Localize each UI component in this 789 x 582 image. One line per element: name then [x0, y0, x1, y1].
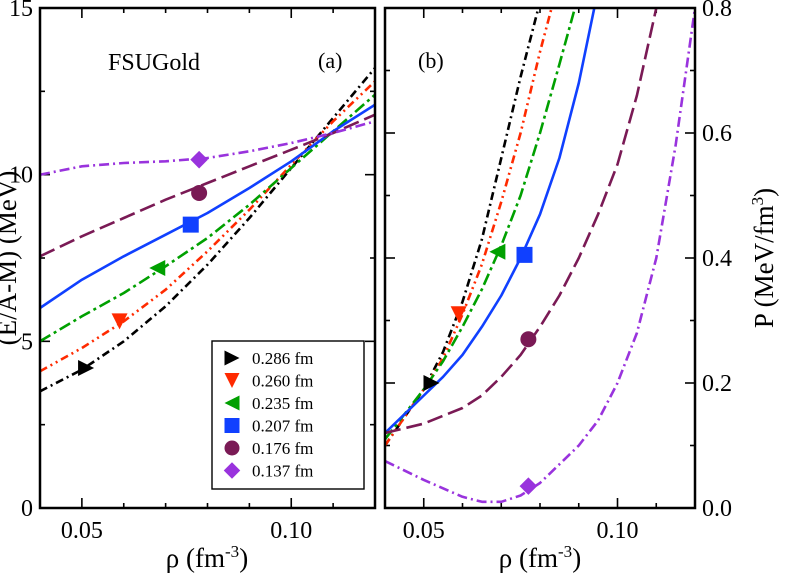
panel-a-y-tick-label: 5 — [21, 329, 33, 355]
panel-a-markers — [78, 150, 208, 376]
panel-a-y-tick-label: 10 — [9, 163, 33, 189]
panel-b-label: (b) — [418, 48, 444, 73]
legend-box — [211, 340, 365, 490]
legend-marker — [224, 395, 240, 411]
panel-a-x-tick-label: 0.10 — [270, 518, 312, 544]
panel-a-series-line — [40, 67, 375, 393]
panel-a-label: (a) — [318, 48, 342, 73]
panel-a-series-marker — [191, 185, 208, 201]
panel-b-series-line — [385, 8, 553, 447]
legend-marker — [224, 350, 240, 366]
legend-marker — [224, 373, 240, 388]
legend-label: 0.176 fm — [252, 439, 313, 458]
panel-b-y-tick-label: 0.8 — [702, 0, 732, 22]
panel-b-y-axis-label: P (MeV/fm3) — [748, 188, 779, 328]
panel-b-series-marker — [489, 243, 506, 260]
panel-a-y-axis-label: (E/A-M) (MeV) — [0, 171, 22, 346]
legend-label: 0.286 fm — [252, 349, 313, 368]
panel-b-series-line — [385, 8, 540, 447]
panel-a-series-marker — [149, 260, 166, 276]
panel-b-y-tick-label: 0.6 — [702, 121, 732, 147]
legend: 0.286 fm 0.260 fm 0.235 fm 0.207 fm 0.176 fm… — [211, 340, 365, 490]
panel-a-y-tick-label: 0 — [21, 496, 33, 522]
panel-a-series-line — [40, 93, 375, 343]
panel-b-series-line — [385, 8, 596, 434]
panel-b-series-line — [385, 8, 658, 435]
panel-b-axes: 0.05 0.10 0.0 0.2 0.4 0.6 0.8 — [384, 0, 732, 544]
panel-b-x-axis-label: ρ (fm-3) — [499, 542, 581, 573]
panel-a-series-marker — [190, 150, 208, 169]
panel-a-series-line — [40, 103, 375, 310]
panel-b-series-marker — [516, 246, 533, 263]
legend-label: 0.207 fm — [252, 417, 313, 436]
legend-label: 0.137 fm — [252, 462, 313, 481]
panel-b-x-tick-label: 0.10 — [597, 518, 639, 544]
panel-b-series-marker — [423, 375, 440, 391]
panel-b-y-tick-label: 0.0 — [702, 496, 732, 522]
panel-b-curves — [385, 8, 695, 504]
panel-a-frame — [38, 6, 377, 510]
legend-label: 0.260 fm — [252, 372, 313, 391]
panel-a: 0.05 0.10 0 5 10 15 FSUGold (a) ρ (fm-3) (E/A… — [0, 0, 377, 573]
panel-b: 0.05 0.10 0.0 0.2 0.4 0.6 0.8 (b) ρ (fm-3) P (… — [383, 0, 779, 573]
panel-a-series-marker — [111, 313, 128, 330]
panel-b-y-tick-label: 0.2 — [702, 371, 732, 397]
panel-a-series-marker — [182, 216, 199, 233]
legend-label: 0.235 fm — [252, 394, 313, 413]
panel-a-series-marker — [78, 360, 95, 376]
panel-b-y-tick-label: 0.4 — [702, 246, 732, 272]
panel-b-series-line — [385, 8, 695, 504]
panel-a-x-axis-label: ρ (fm-3) — [166, 542, 248, 573]
panel-a-series-line — [40, 120, 375, 176]
panel-b-series-marker — [450, 306, 467, 323]
panel-a-curves — [40, 67, 375, 393]
panel-b-markers — [423, 243, 538, 495]
panel-b-series-line — [385, 8, 577, 441]
legend-marker — [224, 418, 240, 433]
panel-a-series-line — [40, 80, 375, 373]
panel-b-x-tick-label: 0.05 — [403, 518, 445, 544]
panel-b-series-marker — [519, 477, 538, 495]
legend-marker — [223, 462, 241, 479]
panel-a-series-line — [40, 113, 375, 258]
legend-marker — [224, 440, 240, 456]
panel-b-series-marker — [520, 331, 537, 348]
panel-a-x-tick-label: 0.05 — [61, 518, 103, 544]
model-label: FSUGold — [108, 50, 200, 76]
panel-a-y-tick-label: 15 — [9, 0, 33, 22]
panel-b-frame — [383, 6, 697, 510]
